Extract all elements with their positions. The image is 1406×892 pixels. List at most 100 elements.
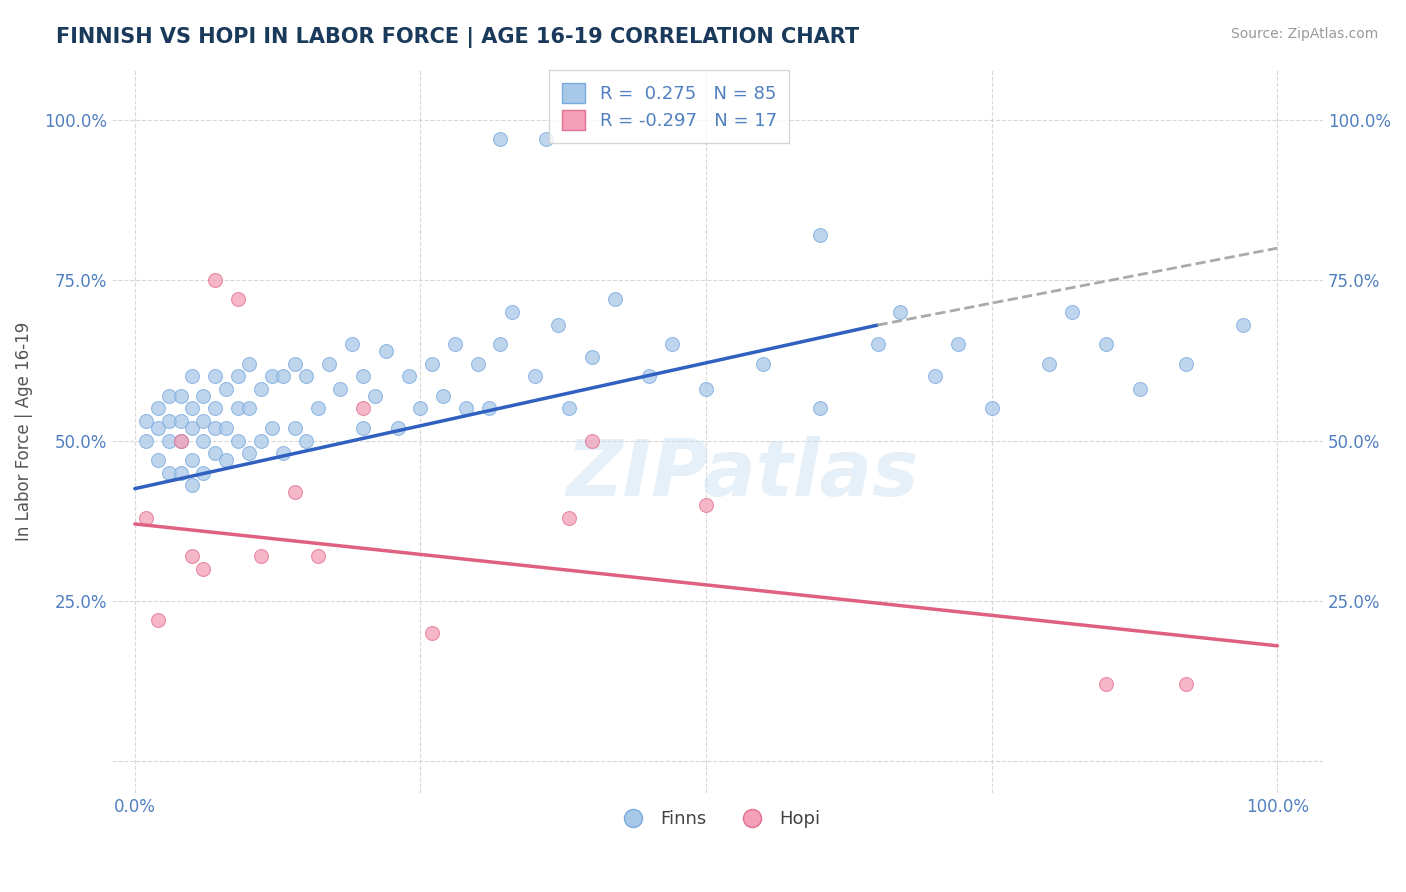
- Point: [193, 389, 215, 403]
- Point: [157, 466, 180, 480]
- Point: [375, 343, 398, 358]
- Point: [193, 414, 215, 428]
- Point: [169, 389, 191, 403]
- Point: [181, 421, 204, 435]
- Point: [146, 613, 169, 627]
- Text: ZIPatlas: ZIPatlas: [565, 436, 918, 512]
- Point: [273, 369, 295, 384]
- Point: [204, 273, 226, 287]
- Point: [284, 484, 307, 499]
- Point: [157, 434, 180, 448]
- Point: [284, 357, 307, 371]
- Point: [1232, 318, 1254, 332]
- Point: [489, 337, 512, 351]
- Point: [1175, 677, 1198, 691]
- Point: [249, 549, 271, 563]
- Point: [135, 414, 157, 428]
- Point: [157, 414, 180, 428]
- Point: [1095, 677, 1118, 691]
- Point: [146, 401, 169, 416]
- Point: [489, 132, 512, 146]
- Point: [238, 357, 260, 371]
- Point: [443, 337, 465, 351]
- Point: [329, 382, 352, 396]
- Point: [558, 510, 581, 524]
- Point: [1175, 357, 1198, 371]
- Point: [946, 337, 969, 351]
- Point: [398, 369, 420, 384]
- Point: [752, 357, 775, 371]
- Point: [581, 434, 603, 448]
- Point: [146, 452, 169, 467]
- Point: [409, 401, 432, 416]
- Point: [432, 389, 454, 403]
- Point: [249, 382, 271, 396]
- Point: [558, 401, 581, 416]
- Point: [238, 401, 260, 416]
- Point: [420, 357, 443, 371]
- Point: [1095, 337, 1118, 351]
- Point: [295, 369, 318, 384]
- Point: [260, 369, 283, 384]
- Y-axis label: In Labor Force | Age 16-19: In Labor Force | Age 16-19: [15, 321, 32, 541]
- Point: [193, 466, 215, 480]
- Point: [181, 478, 204, 492]
- Point: [215, 452, 238, 467]
- Point: [523, 369, 546, 384]
- Point: [204, 369, 226, 384]
- Point: [364, 389, 387, 403]
- Point: [157, 389, 180, 403]
- Point: [284, 421, 307, 435]
- Point: [387, 421, 409, 435]
- Point: [808, 401, 831, 416]
- Text: FINNISH VS HOPI IN LABOR FORCE | AGE 16-19 CORRELATION CHART: FINNISH VS HOPI IN LABOR FORCE | AGE 16-…: [56, 27, 859, 48]
- Point: [260, 421, 283, 435]
- Point: [889, 305, 911, 319]
- Point: [226, 369, 249, 384]
- Point: [638, 369, 661, 384]
- Point: [215, 382, 238, 396]
- Point: [307, 549, 329, 563]
- Point: [181, 549, 204, 563]
- Point: [226, 401, 249, 416]
- Point: [181, 369, 204, 384]
- Point: [866, 337, 889, 351]
- Point: [146, 421, 169, 435]
- Point: [318, 357, 340, 371]
- Point: [204, 421, 226, 435]
- Point: [1038, 357, 1060, 371]
- Point: [581, 350, 603, 364]
- Point: [226, 293, 249, 307]
- Point: [501, 305, 523, 319]
- Point: [456, 401, 478, 416]
- Point: [547, 318, 569, 332]
- Point: [249, 434, 271, 448]
- Point: [226, 434, 249, 448]
- Point: [534, 132, 557, 146]
- Point: [924, 369, 946, 384]
- Point: [1129, 382, 1152, 396]
- Text: Source: ZipAtlas.com: Source: ZipAtlas.com: [1230, 27, 1378, 41]
- Point: [467, 357, 489, 371]
- Point: [340, 337, 363, 351]
- Point: [603, 293, 626, 307]
- Point: [695, 382, 717, 396]
- Point: [1060, 305, 1083, 319]
- Point: [695, 498, 717, 512]
- Point: [478, 401, 501, 416]
- Point: [204, 401, 226, 416]
- Point: [352, 401, 374, 416]
- Point: [135, 510, 157, 524]
- Point: [352, 421, 374, 435]
- Point: [273, 446, 295, 460]
- Point: [193, 434, 215, 448]
- Point: [661, 337, 683, 351]
- Point: [295, 434, 318, 448]
- Point: [215, 421, 238, 435]
- Point: [420, 626, 443, 640]
- Point: [169, 434, 191, 448]
- Point: [307, 401, 329, 416]
- Point: [193, 562, 215, 576]
- Point: [181, 452, 204, 467]
- Point: [352, 369, 374, 384]
